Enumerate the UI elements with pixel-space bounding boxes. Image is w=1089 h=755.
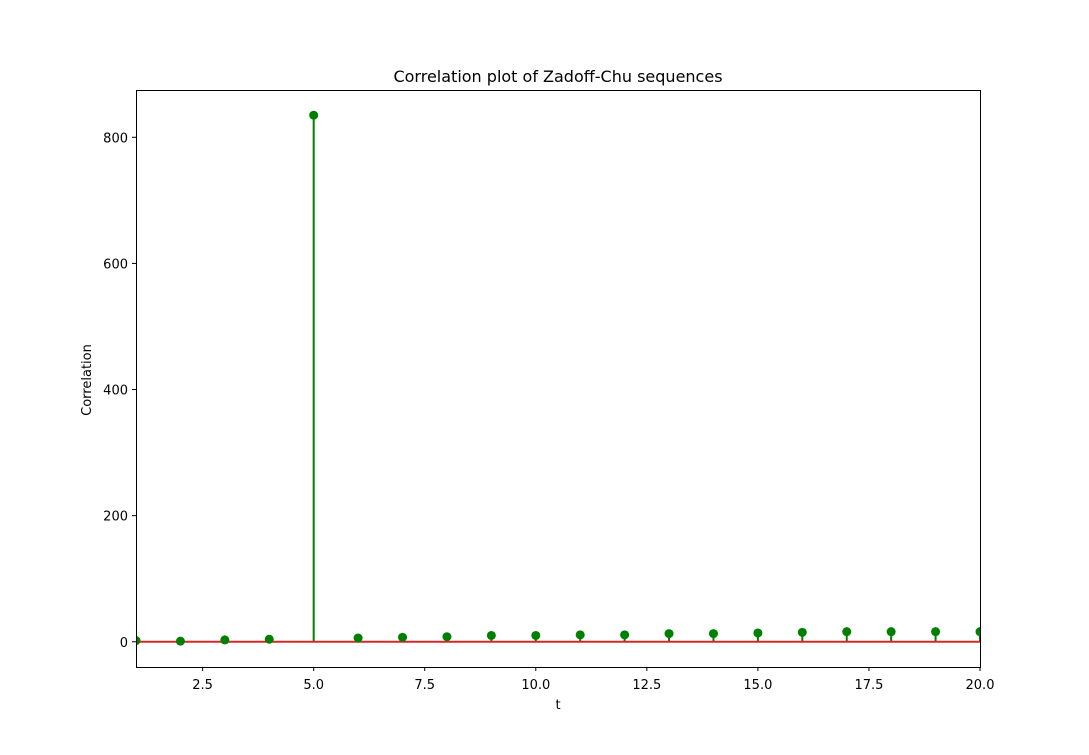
x-tick-label: 17.5 <box>854 678 883 693</box>
stem-marker <box>442 632 452 642</box>
y-axis-ticks: 0 200 400 600 800 <box>103 131 136 651</box>
stem-marker <box>886 627 896 637</box>
stem-marker <box>486 630 496 640</box>
y-tick-label: 200 <box>103 510 128 525</box>
stem-marker <box>264 634 274 644</box>
axes-frame <box>136 90 981 668</box>
stem-marker <box>975 627 980 637</box>
x-tick-label: 7.5 <box>414 678 435 693</box>
stem-marker <box>797 627 807 637</box>
stem-marker <box>309 110 319 120</box>
stem-marker <box>575 630 585 640</box>
stem-marker <box>620 630 630 640</box>
stem-marker <box>531 630 541 640</box>
stem-marker <box>175 636 185 646</box>
y-tick-label: 0 <box>120 636 128 651</box>
y-tick-label: 800 <box>103 131 128 146</box>
y-axis-label: Correlation <box>80 344 95 416</box>
stem-marker <box>398 632 408 642</box>
x-axis-ticks: 2.5 5.0 7.5 10.0 12.5 15.0 17.5 20.0 <box>192 667 994 693</box>
y-tick-label: 400 <box>103 384 128 399</box>
x-tick-label: 10.0 <box>521 678 550 693</box>
stem-marker <box>931 627 941 637</box>
y-tick-label: 600 <box>103 257 128 272</box>
plot-content <box>136 110 980 646</box>
stem-marker <box>220 635 230 645</box>
stem-marker <box>353 633 363 643</box>
x-tick-label: 2.5 <box>192 678 213 693</box>
stem-marker <box>664 629 674 639</box>
x-tick-label: 20.0 <box>966 678 995 693</box>
x-tick-label: 12.5 <box>632 678 661 693</box>
stem-marker <box>708 629 718 639</box>
stem-marker <box>753 628 763 638</box>
x-tick-label: 15.0 <box>743 678 772 693</box>
chart-title: Correlation plot of Zadoff-Chu sequences <box>393 67 722 86</box>
stem-marker <box>136 636 141 646</box>
x-tick-label: 5.0 <box>303 678 324 693</box>
x-axis-label: t <box>555 698 560 713</box>
stem-marker <box>842 627 852 637</box>
